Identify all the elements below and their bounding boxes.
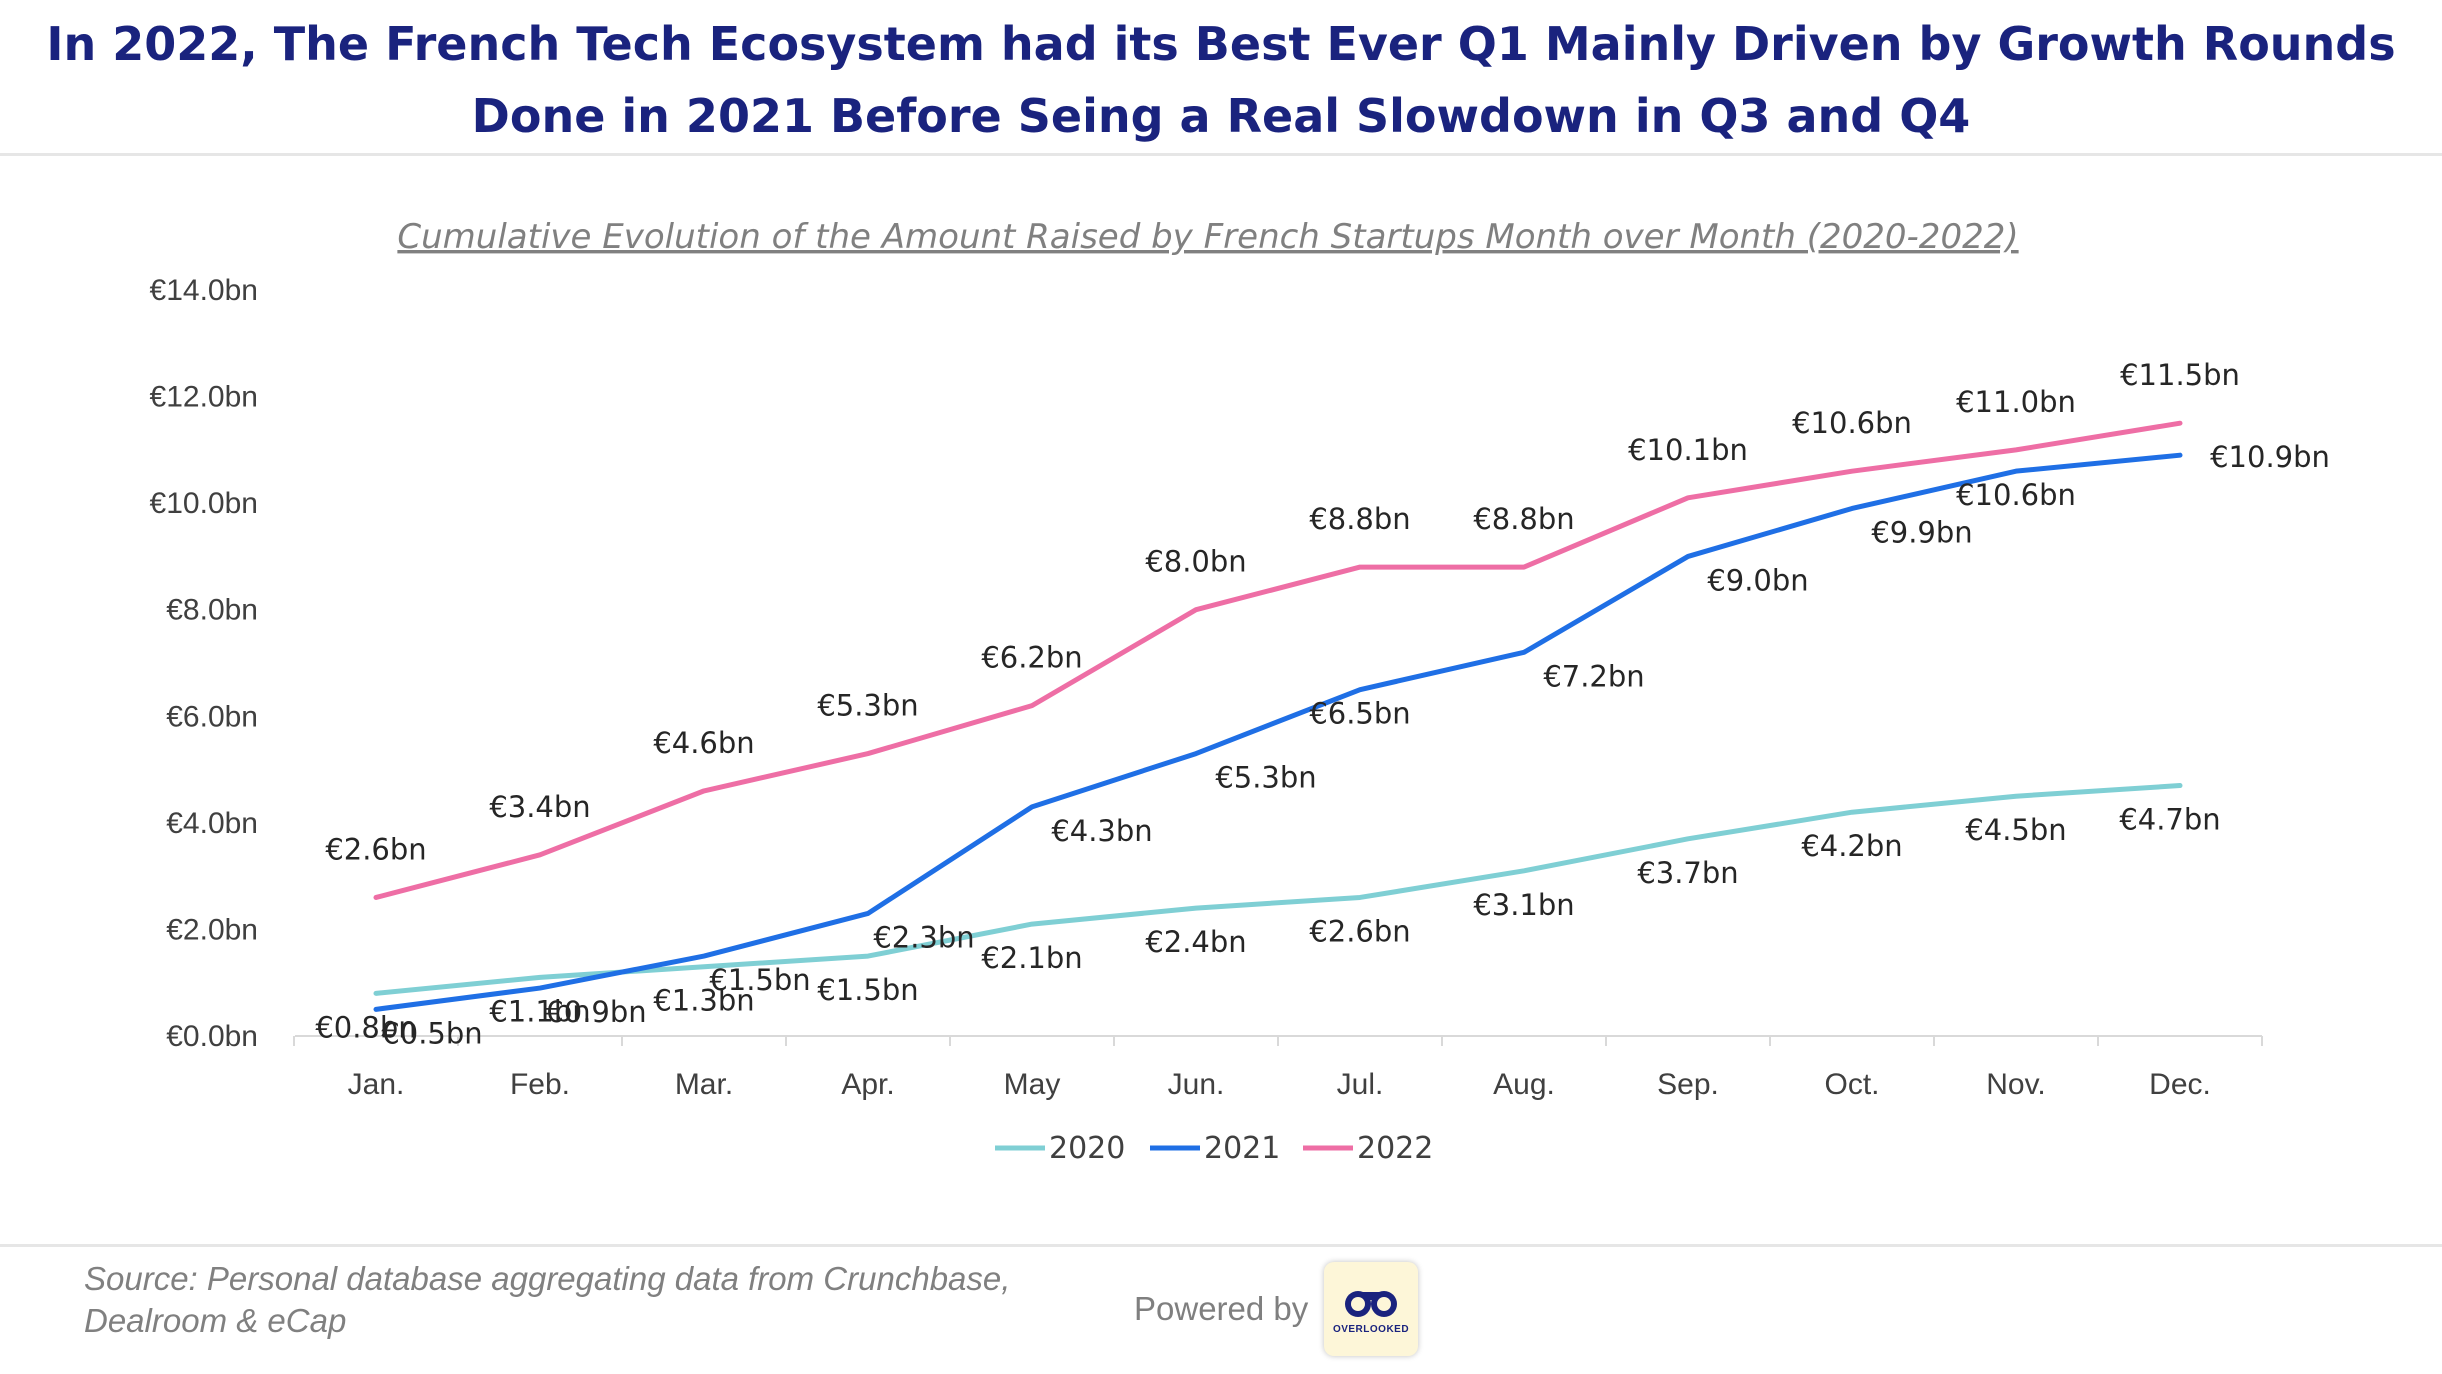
legend: 2020 2021 2022: [995, 1131, 1433, 1166]
source-note: Source: Personal database aggregating da…: [84, 1258, 1084, 1342]
x-tick-label: Jun.: [1168, 1068, 1225, 1101]
y-tick-label: €4.0bn: [166, 807, 258, 840]
headline-line-2: Done in 2021 Before Seing a Real Slowdow…: [471, 89, 1971, 143]
data-label-2020: €1.5bn: [817, 973, 918, 1007]
data-label-2022: €8.8bn: [1309, 502, 1410, 536]
y-tick-label: €10.0bn: [150, 487, 258, 520]
data-label-2021: €9.9bn: [1871, 515, 1972, 549]
series-lines: [373, 420, 2183, 1012]
data-label-2021: €0.5bn: [381, 1016, 482, 1050]
data-label-2022: €6.2bn: [981, 641, 1082, 675]
data-label-2020: €4.2bn: [1801, 829, 1902, 863]
data-label-2021: €5.3bn: [1215, 761, 1316, 795]
bottom-divider: [0, 1244, 2442, 1247]
data-label-2020: €0.8bn: [315, 1010, 416, 1044]
data-label-2020: €2.4bn: [1145, 925, 1246, 959]
overlooked-logo: OVERLOOKED: [1324, 1262, 1418, 1356]
x-tick-label: Jan.: [348, 1068, 405, 1101]
data-label-2022: €2.6bn: [325, 832, 426, 866]
data-label-2022: €11.5bn: [2120, 358, 2240, 392]
data-label-2022: €11.0bn: [1956, 385, 2076, 419]
x-tick-label: Jul.: [1337, 1068, 1384, 1101]
data-label-2020: €2.1bn: [981, 941, 1082, 975]
x-tick-label: May: [1004, 1068, 1061, 1101]
data-label-2021: €1.5bn: [709, 963, 810, 997]
x-tick-label: Apr.: [841, 1068, 894, 1101]
data-label-2022: €5.3bn: [817, 689, 918, 723]
logo-text: OVERLOOKED: [1332, 1324, 1410, 1335]
series-line-2021: [373, 452, 2183, 1012]
powered-by-label: Powered by: [1134, 1290, 1309, 1327]
y-tick-label: €8.0bn: [166, 594, 258, 627]
x-tick-label: Feb.: [510, 1068, 570, 1101]
headline: In 2022, The French Tech Ecosystem had i…: [0, 8, 2442, 152]
data-label-2021: €6.5bn: [1309, 697, 1410, 731]
x-tick-label: Sep.: [1657, 1068, 1719, 1101]
data-label-2020: €1.3bn: [653, 984, 754, 1018]
y-tick-label: €2.0bn: [166, 913, 258, 946]
y-tick-label: €6.0bn: [166, 700, 258, 733]
data-label-2020: €3.7bn: [1637, 856, 1738, 890]
data-label-2022: €10.1bn: [1628, 433, 1748, 467]
data-labels: €0.8bn €1.1bn €1.3bn €1.5bn€2.1bn €2.4bn €2.6…: [315, 358, 2330, 1050]
x-tick-label: Nov.: [1986, 1068, 2045, 1101]
legend-label-2021: 2021: [1204, 1131, 1280, 1166]
data-label-2022: €3.4bn: [489, 790, 590, 824]
binoculars-icon: [1345, 1291, 1397, 1317]
source-line-1: Source: Personal database aggregating da…: [84, 1260, 1011, 1297]
data-label-2021: €7.2bn: [1543, 659, 1644, 693]
data-label-2020: €4.5bn: [1965, 813, 2066, 847]
data-label-2021: €10.6bn: [1956, 478, 2076, 512]
data-label-2020: €3.1bn: [1473, 888, 1574, 922]
data-label-2020: €2.6bn: [1309, 914, 1410, 948]
data-label-2022: €4.6bn: [653, 726, 754, 760]
data-label-2022: €8.0bn: [1145, 545, 1246, 579]
line-chart: Cumulative Evolution of the Amount Raise…: [150, 217, 2330, 1166]
axis-ticks: €0.0bn €2.0bn €4.0bn €6.0bn €8.0bn €10.0bn €12…: [150, 274, 2263, 1101]
source-line-2: Dealroom & eCap: [84, 1302, 347, 1339]
headline-line-1: In 2022, The French Tech Ecosystem had i…: [46, 17, 2396, 71]
x-tick-label: Dec.: [2149, 1068, 2211, 1101]
series-line-2020: [373, 783, 2183, 996]
data-label-2021: €4.3bn: [1051, 814, 1152, 848]
y-tick-label: €12.0bn: [150, 381, 258, 414]
data-label-2021: €0.9bn: [545, 995, 646, 1029]
chart-title: Cumulative Evolution of the Amount Raise…: [397, 217, 2018, 257]
legend-label-2020: 2020: [1049, 1131, 1125, 1166]
data-label-2020: €4.7bn: [2119, 803, 2220, 837]
y-tick-label: €14.0bn: [150, 274, 258, 307]
x-tick-label: Aug.: [1493, 1068, 1555, 1101]
data-label-2020: €1.1bn: [489, 994, 590, 1028]
data-label-2022: €10.6bn: [1792, 406, 1912, 440]
data-label-2021: €9.0bn: [1707, 563, 1808, 597]
x-tick-label: Mar.: [675, 1068, 733, 1101]
legend-label-2022: 2022: [1357, 1131, 1433, 1166]
data-label-2022: €8.8bn: [1473, 502, 1574, 536]
data-label-2021: €2.3bn: [873, 920, 974, 954]
x-tick-label: Oct.: [1824, 1068, 1879, 1101]
series-line-2022: [373, 420, 2183, 900]
y-tick-label: €0.0bn: [166, 1020, 258, 1053]
top-divider: [0, 153, 2442, 156]
data-label-2021: €10.9bn: [2210, 440, 2330, 474]
